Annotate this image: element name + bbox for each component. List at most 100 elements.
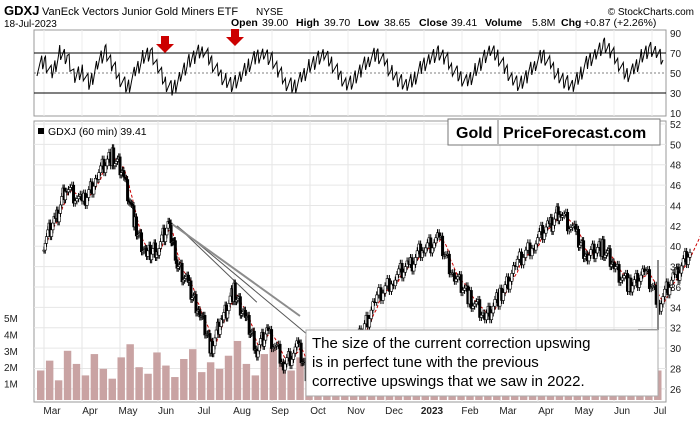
price-candle-body: [686, 256, 690, 265]
x-tick-label: Jun: [614, 406, 630, 417]
x-tick-label: Aug: [233, 406, 251, 417]
price-candle-body: [522, 257, 526, 266]
volume-bar: [215, 368, 224, 400]
volume-y-tick-label: 3M: [4, 347, 18, 358]
price-candle-body: [479, 314, 483, 318]
price-candle-body: [503, 284, 507, 293]
price-candle-body: [75, 198, 79, 202]
price-y-tick-label: 28: [670, 364, 682, 375]
price-candle-body: [617, 264, 621, 283]
volume-bar: [269, 347, 277, 400]
close-value: 39.41: [451, 17, 477, 29]
volume-bar: [206, 362, 215, 400]
price-candle-body: [403, 266, 407, 273]
price-y-tick-label: 32: [670, 324, 682, 335]
x-tick-label: May: [119, 406, 138, 417]
price-candle-body: [430, 247, 434, 254]
price-candle-body: [620, 277, 624, 281]
chg-value: +0.87 (+2.26%): [584, 17, 656, 29]
volume-bar: [144, 373, 152, 400]
price-candle-body: [425, 242, 429, 249]
price-candle-body: [381, 292, 385, 301]
price-candle-body: [566, 212, 570, 232]
ohlc-readout: Open 39.00 High 39.70 Low 38.65 Close 39…: [231, 17, 656, 29]
price-candle-body: [285, 357, 289, 365]
volume-bar: [287, 370, 295, 400]
date-label: 18-Jul-2023: [4, 19, 57, 30]
rsi-y-tick-label: 90: [670, 29, 682, 40]
low-label: Low: [358, 17, 380, 29]
price-candle-body: [72, 184, 76, 204]
volume-bar: [126, 344, 134, 400]
rsi-y-tick-label: 10: [670, 109, 682, 120]
volume-y-tick-label: 4M: [4, 330, 18, 341]
volume-bar: [189, 349, 197, 400]
volume-bar: [99, 368, 108, 400]
volume-bar: [37, 370, 45, 400]
price-y-tick-label: 38: [670, 263, 682, 274]
symbol-label: GDXJ: [4, 3, 39, 18]
price-candle-body: [681, 258, 685, 267]
volume-bar: [171, 377, 179, 400]
price-candle-body: [501, 292, 505, 301]
price-candle-body: [395, 274, 399, 281]
x-axis: Mar Apr May Jun Jul Aug Sep Oct Nov Dec 2023 Feb Mar…: [43, 406, 666, 417]
price-candle-body: [647, 269, 651, 289]
etf-name: VanEck Vectors Junior Gold Miners ETF: [42, 6, 238, 18]
price-candle-body: [87, 189, 91, 198]
volume-bar: [54, 380, 63, 400]
price-y-tick-label: 44: [670, 201, 682, 212]
price-candle-body: [383, 285, 387, 294]
logo-gold-word: Gold: [456, 125, 492, 142]
price-candle-body: [456, 276, 460, 280]
price-candle-body: [631, 285, 635, 293]
price-candle-body: [270, 329, 274, 349]
price-candle-body: [474, 301, 478, 305]
rsi-y-tick-label: 70: [670, 49, 682, 60]
low-value: 38.65: [384, 17, 410, 29]
price-candle-body: [478, 299, 482, 318]
price-candle-body: [397, 268, 401, 275]
price-candle-body: [459, 274, 463, 293]
price-candle-body: [587, 254, 591, 262]
high-label: High: [296, 17, 319, 29]
price-candle-body: [105, 158, 109, 167]
price-y-tick-label: 36: [670, 283, 682, 294]
price-candle-body: [454, 278, 458, 282]
x-tick-label: Jul: [198, 406, 211, 417]
price-candle-body: [493, 299, 497, 307]
volume-bar: [63, 350, 72, 400]
price-candle-body: [469, 290, 473, 309]
open-label: Open: [231, 17, 258, 29]
price-y-tick-label: 50: [670, 140, 682, 151]
price-candle-body: [589, 249, 593, 256]
price-candle-body: [68, 187, 72, 190]
price-candle-body: [412, 263, 416, 272]
volume-bar: [278, 360, 286, 400]
price-y-tick-label: 30: [670, 344, 682, 355]
price-candle-body: [484, 312, 488, 321]
x-tick-label: May: [575, 406, 594, 417]
price-y-tick-label: 48: [670, 161, 682, 172]
price-candle-body: [619, 279, 623, 283]
x-tick-label: Mar: [43, 406, 61, 417]
sell-signal-arrow-icon: [226, 29, 244, 46]
price-y-tick-label: 26: [670, 385, 682, 396]
price-candle-body: [85, 197, 89, 206]
rsi-y-axis: 90 70 50 30 10: [670, 29, 682, 120]
price-candle-body: [668, 287, 672, 296]
price-candle-body: [389, 283, 393, 292]
x-tick-label: Dec: [385, 406, 403, 417]
trend-line: [176, 225, 258, 303]
price-candle-body: [542, 232, 546, 240]
price-candle-body: [471, 305, 475, 309]
volume-bar: [197, 372, 206, 400]
volume-bar: [162, 365, 170, 400]
price-candle-body: [637, 280, 641, 288]
price-candle-body: [639, 274, 643, 282]
rsi-y-tick-label: 50: [670, 69, 682, 80]
price-candle-body: [632, 279, 636, 287]
price-legend-swatch: [38, 128, 44, 134]
